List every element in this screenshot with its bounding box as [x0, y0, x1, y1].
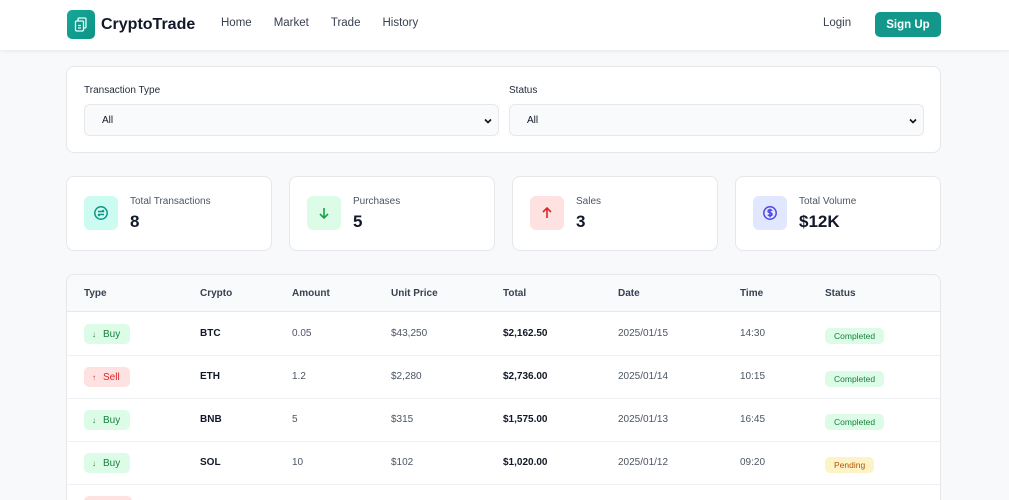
crypto-symbol: BNB — [200, 414, 222, 425]
type-badge-buy: ↓ Buy — [84, 324, 131, 344]
crypto-symbol: SOL — [200, 457, 221, 468]
chevron-down-icon — [909, 118, 917, 124]
type-badge-buy: ↓ Buy — [84, 453, 131, 473]
column-header[interactable]: Status — [825, 288, 856, 299]
dollar-icon — [753, 196, 787, 230]
stat-purchases: Purchases 5 — [289, 176, 495, 251]
table-row[interactable]: ↓ Buy SOL 10 $102 $1,020.00 2025/01/12 0… — [67, 442, 940, 485]
transaction-type-label: Transaction Type — [84, 85, 161, 96]
stat-total-volume: Total Volume $12K — [735, 176, 941, 251]
time: 14:30 — [740, 328, 766, 339]
transaction-type-value: All — [102, 114, 114, 126]
total: $2,736.00 — [503, 371, 548, 382]
date: 2025/01/14 — [618, 371, 669, 382]
table-header: Type Crypto Amount Unit Price Total Date… — [67, 275, 940, 312]
nav-market[interactable]: Market — [273, 17, 309, 29]
unit-price: $43,250 — [391, 328, 428, 339]
date: 2025/01/15 — [618, 328, 669, 339]
transactions-table: Type Crypto Amount Unit Price Total Date… — [66, 274, 941, 500]
type-badge-sell — [84, 496, 132, 500]
type-badge-sell: ↑ Sell — [84, 367, 130, 387]
stat-value: $12K — [799, 212, 840, 231]
table-row[interactable] — [67, 485, 940, 500]
status-badge: Pending — [825, 457, 875, 473]
stat-total-transactions: Total Transactions 8 — [66, 176, 272, 251]
column-header[interactable]: Amount — [292, 288, 330, 299]
time: 10:15 — [740, 371, 766, 382]
arrow-up-icon — [530, 196, 564, 230]
arrow-down-icon — [307, 196, 341, 230]
total: $2,162.50 — [503, 328, 548, 339]
stat-label: Total Transactions — [130, 196, 211, 207]
amount: 1.2 — [292, 371, 306, 382]
total: $1,020.00 — [503, 457, 548, 468]
column-header[interactable]: Date — [618, 288, 640, 299]
time: 09:20 — [740, 457, 766, 468]
stat-sales: Sales 3 — [512, 176, 718, 251]
status-label: Status — [509, 85, 538, 96]
login-link[interactable]: Login — [823, 17, 852, 29]
stat-label: Sales — [576, 196, 602, 207]
arrow-down-icon: ↓ — [92, 329, 96, 339]
column-header[interactable]: Type — [84, 288, 107, 299]
table-row[interactable]: ↑ Sell ETH 1.2 $2,280 $2,736.00 2025/01/… — [67, 356, 940, 399]
filter-panel: Transaction Type All Status All — [66, 66, 941, 153]
table-row[interactable]: ↓ Buy BNB 5 $315 $1,575.00 2025/01/13 16… — [67, 399, 940, 442]
stat-value: 3 — [576, 212, 586, 231]
chevron-down-icon — [484, 118, 492, 124]
total: $1,575.00 — [503, 414, 548, 425]
table-row[interactable]: ↓ Buy BTC 0.05 $43,250 $2,162.50 2025/01… — [67, 313, 940, 356]
amount: 5 — [292, 414, 298, 425]
status-badge: Completed — [825, 328, 885, 344]
time: 16:45 — [740, 414, 766, 425]
unit-price: $102 — [391, 457, 414, 468]
stat-value: 8 — [130, 212, 140, 231]
arrow-up-icon: ↑ — [92, 372, 96, 382]
column-header[interactable]: Unit Price — [391, 288, 438, 299]
column-header[interactable]: Time — [740, 288, 764, 299]
nav-history[interactable]: History — [382, 17, 419, 29]
date: 2025/01/13 — [618, 414, 669, 425]
logo-icon — [67, 10, 95, 39]
app-name: CryptoTrade — [101, 15, 196, 33]
status-badge: Completed — [825, 371, 885, 387]
type-badge-buy: ↓ Buy — [84, 410, 131, 430]
exchange-icon — [84, 196, 118, 230]
stat-value: 5 — [353, 212, 363, 231]
status-value: All — [527, 114, 539, 126]
main-nav: Home Market Trade History — [221, 17, 440, 29]
unit-price: $2,280 — [391, 371, 422, 382]
stat-label: Purchases — [353, 196, 401, 207]
column-header[interactable]: Total — [503, 288, 527, 299]
logo[interactable]: CryptoTrade — [67, 10, 195, 39]
arrow-down-icon: ↓ — [92, 458, 96, 468]
top-navbar: CryptoTrade Home Market Trade History Lo… — [0, 0, 1009, 50]
date: 2025/01/12 — [618, 457, 669, 468]
unit-price: $315 — [391, 414, 414, 425]
status-select[interactable]: All — [509, 104, 924, 136]
nav-home[interactable]: Home — [221, 17, 252, 29]
crypto-symbol: ETH — [200, 371, 220, 382]
nav-trade[interactable]: Trade — [330, 17, 361, 29]
arrow-down-icon: ↓ — [92, 415, 96, 425]
stat-label: Total Volume — [799, 196, 857, 207]
amount: 0.05 — [292, 328, 312, 339]
amount: 10 — [292, 457, 304, 468]
column-header[interactable]: Crypto — [200, 288, 233, 299]
signup-button[interactable]: Sign Up — [875, 12, 941, 37]
crypto-symbol: BTC — [200, 328, 221, 339]
transaction-type-select[interactable]: All — [84, 104, 499, 136]
status-badge: Completed — [825, 414, 885, 430]
